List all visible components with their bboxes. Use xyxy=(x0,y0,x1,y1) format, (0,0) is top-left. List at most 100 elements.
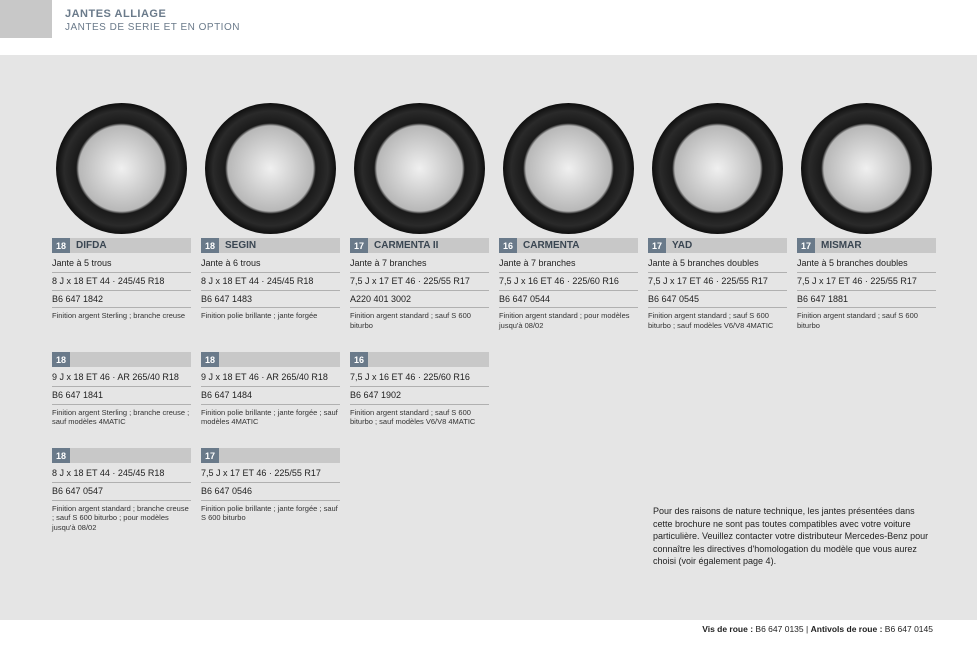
wheel-card: 18 9 J x 18 ET 46 · AR 265/40 R18B6 647 … xyxy=(52,352,191,426)
wheel-subtitle: Jante à 6 trous xyxy=(201,255,340,273)
wheel-card: 18 DIFDA Jante à 5 trous8 J x 18 ET 44 ·… xyxy=(52,103,191,330)
wheel-subtitle: Jante à 5 trous xyxy=(52,255,191,273)
size-badge: 18 xyxy=(52,352,70,367)
wheel-note: Finition argent Sterling ; branche creus… xyxy=(52,308,191,320)
wheel-ref: B6 647 1881 xyxy=(797,291,936,309)
wheel-ref: A220 401 3002 xyxy=(350,291,489,309)
wheel-note: Finition argent standard ; sauf S 600 bi… xyxy=(350,405,489,427)
wheel-card: 17 CARMENTA II Jante à 7 branches7,5 J x… xyxy=(350,103,489,330)
wheel-name: CARMENTA xyxy=(517,238,638,253)
wheel-spec: 7,5 J x 17 ET 46 · 225/55 R17 xyxy=(648,273,787,291)
wheel-image xyxy=(652,103,783,234)
size-badge: 17 xyxy=(201,448,219,463)
footer-anti-label: Antivols de roue : xyxy=(811,624,883,634)
wheel-note: Finition argent standard ; sauf S 600 bi… xyxy=(350,308,489,330)
wheel-spec: 7,5 J x 17 ET 46 · 225/55 R17 xyxy=(201,465,340,483)
wheel-name xyxy=(368,352,489,367)
wheel-subtitle: Jante à 5 branches doubles xyxy=(648,255,787,273)
wheel-spec: 7,5 J x 16 ET 46 · 225/60 R16 xyxy=(499,273,638,291)
size-badge: 17 xyxy=(648,238,666,253)
wheel-name-row: 16 xyxy=(350,352,489,367)
wheel-name-row: 16 CARMENTA xyxy=(499,238,638,253)
wheel-spec: 7,5 J x 16 ET 46 · 225/60 R16 xyxy=(350,369,489,387)
wheel-name: SEGIN xyxy=(219,238,340,253)
footer-separator: | xyxy=(806,624,808,634)
wheel-ref: B6 647 0547 xyxy=(52,483,191,501)
wheel-subtitle: Jante à 5 branches doubles xyxy=(797,255,936,273)
wheel-note: Finition argent Sterling ; branche creus… xyxy=(52,405,191,427)
size-badge: 18 xyxy=(201,238,219,253)
wheel-note: Finition argent standard ; branche creus… xyxy=(52,501,191,532)
page-subtitle: JANTES DE SERIE ET EN OPTION xyxy=(65,22,240,33)
wheel-name: MISMAR xyxy=(815,238,936,253)
wheel-name-row: 17 xyxy=(201,448,340,463)
size-badge: 18 xyxy=(52,238,70,253)
wheel-spec: 7,5 J x 17 ET 46 · 225/55 R17 xyxy=(350,273,489,291)
wheel-spec: 9 J x 18 ET 46 · AR 265/40 R18 xyxy=(52,369,191,387)
wheel-ref: B6 647 0544 xyxy=(499,291,638,309)
wheel-name xyxy=(219,448,340,463)
wheel-note: Finition polie brillante ; jante forgée xyxy=(201,308,340,320)
wheel-image xyxy=(354,103,485,234)
wheel-spec: 8 J x 18 ET 44 · 245/45 R18 xyxy=(201,273,340,291)
wheel-card: 18 SEGIN Jante à 6 trous8 J x 18 ET 44 ·… xyxy=(201,103,340,330)
wheel-note: Finition argent standard ; pour modèles … xyxy=(499,308,638,330)
wheel-name: CARMENTA II xyxy=(368,238,489,253)
wheel-card: 17 MISMAR Jante à 5 branches doubles7,5 … xyxy=(797,103,936,330)
wheel-card xyxy=(797,352,936,426)
wheel-ref: B6 647 0545 xyxy=(648,291,787,309)
wheel-ref: B6 647 1842 xyxy=(52,291,191,309)
footer-vis-label: Vis de roue : xyxy=(702,624,753,634)
wheel-name-row: 18 SEGIN xyxy=(201,238,340,253)
wheel-subtitle: Jante à 7 branches xyxy=(350,255,489,273)
wheel-name-row: 18 xyxy=(201,352,340,367)
wheel-name-row: 18 xyxy=(52,352,191,367)
wheel-name xyxy=(70,448,191,463)
wheel-card: 16 7,5 J x 16 ET 46 · 225/60 R16B6 647 1… xyxy=(350,352,489,426)
wheel-note: Finition polie brillante ; jante forgée … xyxy=(201,501,340,523)
wheel-spec: 8 J x 18 ET 44 · 245/45 R18 xyxy=(52,273,191,291)
wheel-ref: B6 647 1483 xyxy=(201,291,340,309)
wheel-subtitle: Jante à 7 branches xyxy=(499,255,638,273)
wheel-card: 18 8 J x 18 ET 44 · 245/45 R18B6 647 054… xyxy=(52,448,191,532)
wheel-image xyxy=(503,103,634,234)
wheel-card: 17 7,5 J x 17 ET 46 · 225/55 R17B6 647 0… xyxy=(201,448,340,532)
size-badge: 16 xyxy=(350,352,368,367)
wheel-note: Finition polie brillante ; jante forgée … xyxy=(201,405,340,427)
wheel-name xyxy=(70,352,191,367)
size-badge: 16 xyxy=(499,238,517,253)
wheel-card: 18 9 J x 18 ET 46 · AR 265/40 R18B6 647 … xyxy=(201,352,340,426)
footer-references: Vis de roue : B6 647 0135 | Antivols de … xyxy=(702,624,933,634)
wheel-name-row: 17 CARMENTA II xyxy=(350,238,489,253)
wheel-name: YAD xyxy=(666,238,787,253)
footer-anti-ref: B6 647 0145 xyxy=(885,624,933,634)
wheel-name: DIFDA xyxy=(70,238,191,253)
wheel-name-row: 18 xyxy=(52,448,191,463)
size-badge: 18 xyxy=(52,448,70,463)
wheel-card xyxy=(499,352,638,426)
wheel-ref: B6 647 1902 xyxy=(350,387,489,405)
page-title: JANTES ALLIAGE xyxy=(65,8,240,20)
wheel-card: 17 YAD Jante à 5 branches doubles7,5 J x… xyxy=(648,103,787,330)
wheel-spec: 7,5 J x 17 ET 46 · 225/55 R17 xyxy=(797,273,936,291)
wheel-image xyxy=(801,103,932,234)
wheel-name-row: 17 YAD xyxy=(648,238,787,253)
page-title-block: JANTES ALLIAGE JANTES DE SERIE ET EN OPT… xyxy=(65,8,240,33)
wheel-card: 16 CARMENTA Jante à 7 branches7,5 J x 16… xyxy=(499,103,638,330)
wheel-spec: 8 J x 18 ET 44 · 245/45 R18 xyxy=(52,465,191,483)
wheel-card xyxy=(350,448,489,532)
wheel-card xyxy=(499,448,638,532)
footer-vis-ref: B6 647 0135 xyxy=(755,624,803,634)
wheel-image xyxy=(56,103,187,234)
size-badge: 18 xyxy=(201,352,219,367)
wheel-name xyxy=(219,352,340,367)
wheel-ref: B6 647 0546 xyxy=(201,483,340,501)
wheel-image xyxy=(205,103,336,234)
disclaimer-text: Pour des raisons de nature technique, le… xyxy=(653,505,933,568)
size-badge: 17 xyxy=(797,238,815,253)
wheel-ref: B6 647 1841 xyxy=(52,387,191,405)
wheel-card xyxy=(648,352,787,426)
wheel-ref: B6 647 1484 xyxy=(201,387,340,405)
size-badge: 17 xyxy=(350,238,368,253)
wheel-grid: 18 DIFDA Jante à 5 trous8 J x 18 ET 44 ·… xyxy=(52,103,936,532)
